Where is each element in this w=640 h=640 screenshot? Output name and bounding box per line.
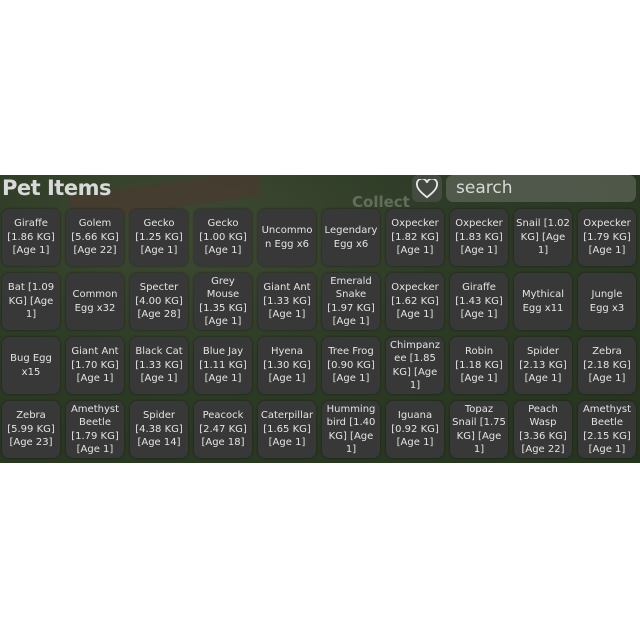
page-title: Pet Items bbox=[2, 176, 111, 200]
pet-item-slot[interactable]: Zebra [2.18 KG] [Age 1] bbox=[578, 337, 636, 394]
pet-item-slot[interactable]: Black Cat [1.33 KG] [Age 1] bbox=[130, 337, 188, 394]
pet-item-slot[interactable]: Caterpillar [1.65 KG] [Age 1] bbox=[258, 401, 316, 458]
pet-item-slot[interactable]: Giraffe [1.86 KG] [Age 1] bbox=[2, 209, 60, 266]
pet-item-slot[interactable]: Tree Frog [0.90 KG] [Age 1] bbox=[322, 337, 380, 394]
pet-item-slot[interactable]: Gecko [1.00 KG] [Age 1] bbox=[194, 209, 252, 266]
pet-item-slot[interactable]: Mythical Egg x11 bbox=[514, 273, 572, 330]
pet-item-slot[interactable]: Bug Egg x15 bbox=[2, 337, 60, 394]
background-collect-label: Collect bbox=[352, 193, 410, 211]
pet-item-slot[interactable]: Common Egg x32 bbox=[66, 273, 124, 330]
pet-item-slot[interactable]: Peach Wasp [3.36 KG] [Age 22] bbox=[514, 401, 572, 458]
pet-item-slot[interactable]: Spider [4.38 KG] [Age 14] bbox=[130, 401, 188, 458]
heart-outline-icon bbox=[416, 178, 438, 198]
pet-item-slot[interactable]: Peacock [2.47 KG] [Age 18] bbox=[194, 401, 252, 458]
pet-item-slot[interactable]: Jungle Egg x3 bbox=[578, 273, 636, 330]
pet-item-slot[interactable]: Oxpecker [1.79 KG] [Age 1] bbox=[578, 209, 636, 266]
search-input[interactable]: search bbox=[446, 175, 636, 202]
pet-item-slot[interactable]: Snail [1.02 KG] [Age 1] bbox=[514, 209, 572, 266]
pet-item-slot[interactable]: Golem [5.66 KG] [Age 22] bbox=[66, 209, 124, 266]
pet-item-slot[interactable]: Oxpecker [1.82 KG] [Age 1] bbox=[386, 209, 444, 266]
pet-item-slot[interactable]: Topaz Snail [1.75 KG] [Age 1] bbox=[450, 401, 508, 458]
pet-item-slot[interactable]: Zebra [5.99 KG] [Age 23] bbox=[2, 401, 60, 458]
pet-item-slot[interactable]: Oxpecker [1.83 KG] [Age 1] bbox=[450, 209, 508, 266]
pet-item-slot[interactable]: Giraffe [1.43 KG] [Age 1] bbox=[450, 273, 508, 330]
pet-item-slot[interactable]: Chimpanz ee [1.85 KG] [Age 1] bbox=[386, 337, 444, 394]
pet-item-slot[interactable]: Oxpecker [1.62 KG] [Age 1] bbox=[386, 273, 444, 330]
pet-item-slot[interactable]: Emerald Snake [1.97 KG] [Age 1] bbox=[322, 273, 380, 330]
pet-item-slot[interactable]: Humming bird [1.40 KG] [Age 1] bbox=[322, 401, 380, 458]
pet-item-slot[interactable]: Specter [4.00 KG] [Age 28] bbox=[130, 273, 188, 330]
pet-item-slot[interactable]: Blue Jay [1.11 KG] [Age 1] bbox=[194, 337, 252, 394]
pet-item-slot[interactable]: Legendary Egg x6 bbox=[322, 209, 380, 266]
pet-item-slot[interactable]: Grey Mouse [1.35 KG] [Age 1] bbox=[194, 273, 252, 330]
pet-item-slot[interactable]: Hyena [1.30 KG] [Age 1] bbox=[258, 337, 316, 394]
pet-item-slot[interactable]: Iguana [0.92 KG] [Age 1] bbox=[386, 401, 444, 458]
pet-item-slot[interactable]: Giant Ant [1.33 KG] [Age 1] bbox=[258, 273, 316, 330]
pet-item-slot[interactable]: Amethyst Beetle [2.15 KG] [Age 1] bbox=[578, 401, 636, 458]
pet-items-panel: Collect Pet Items search Giraffe [1.86 K… bbox=[0, 175, 640, 463]
pet-items-grid: Giraffe [1.86 KG] [Age 1] Golem [5.66 KG]… bbox=[2, 209, 636, 458]
pet-item-slot[interactable]: Bat [1.09 KG] [Age 1] bbox=[2, 273, 60, 330]
pet-item-slot[interactable]: Robin [1.18 KG] [Age 1] bbox=[450, 337, 508, 394]
favorite-filter-button[interactable] bbox=[412, 175, 442, 202]
pet-item-slot[interactable]: Giant Ant [1.70 KG] [Age 1] bbox=[66, 337, 124, 394]
pet-item-slot[interactable]: Spider [2.13 KG] [Age 1] bbox=[514, 337, 572, 394]
pet-item-slot[interactable]: Gecko [1.25 KG] [Age 1] bbox=[130, 209, 188, 266]
pet-item-slot[interactable]: Uncommo n Egg x6 bbox=[258, 209, 316, 266]
pet-item-slot[interactable]: Amethyst Beetle [1.79 KG] [Age 1] bbox=[66, 401, 124, 458]
